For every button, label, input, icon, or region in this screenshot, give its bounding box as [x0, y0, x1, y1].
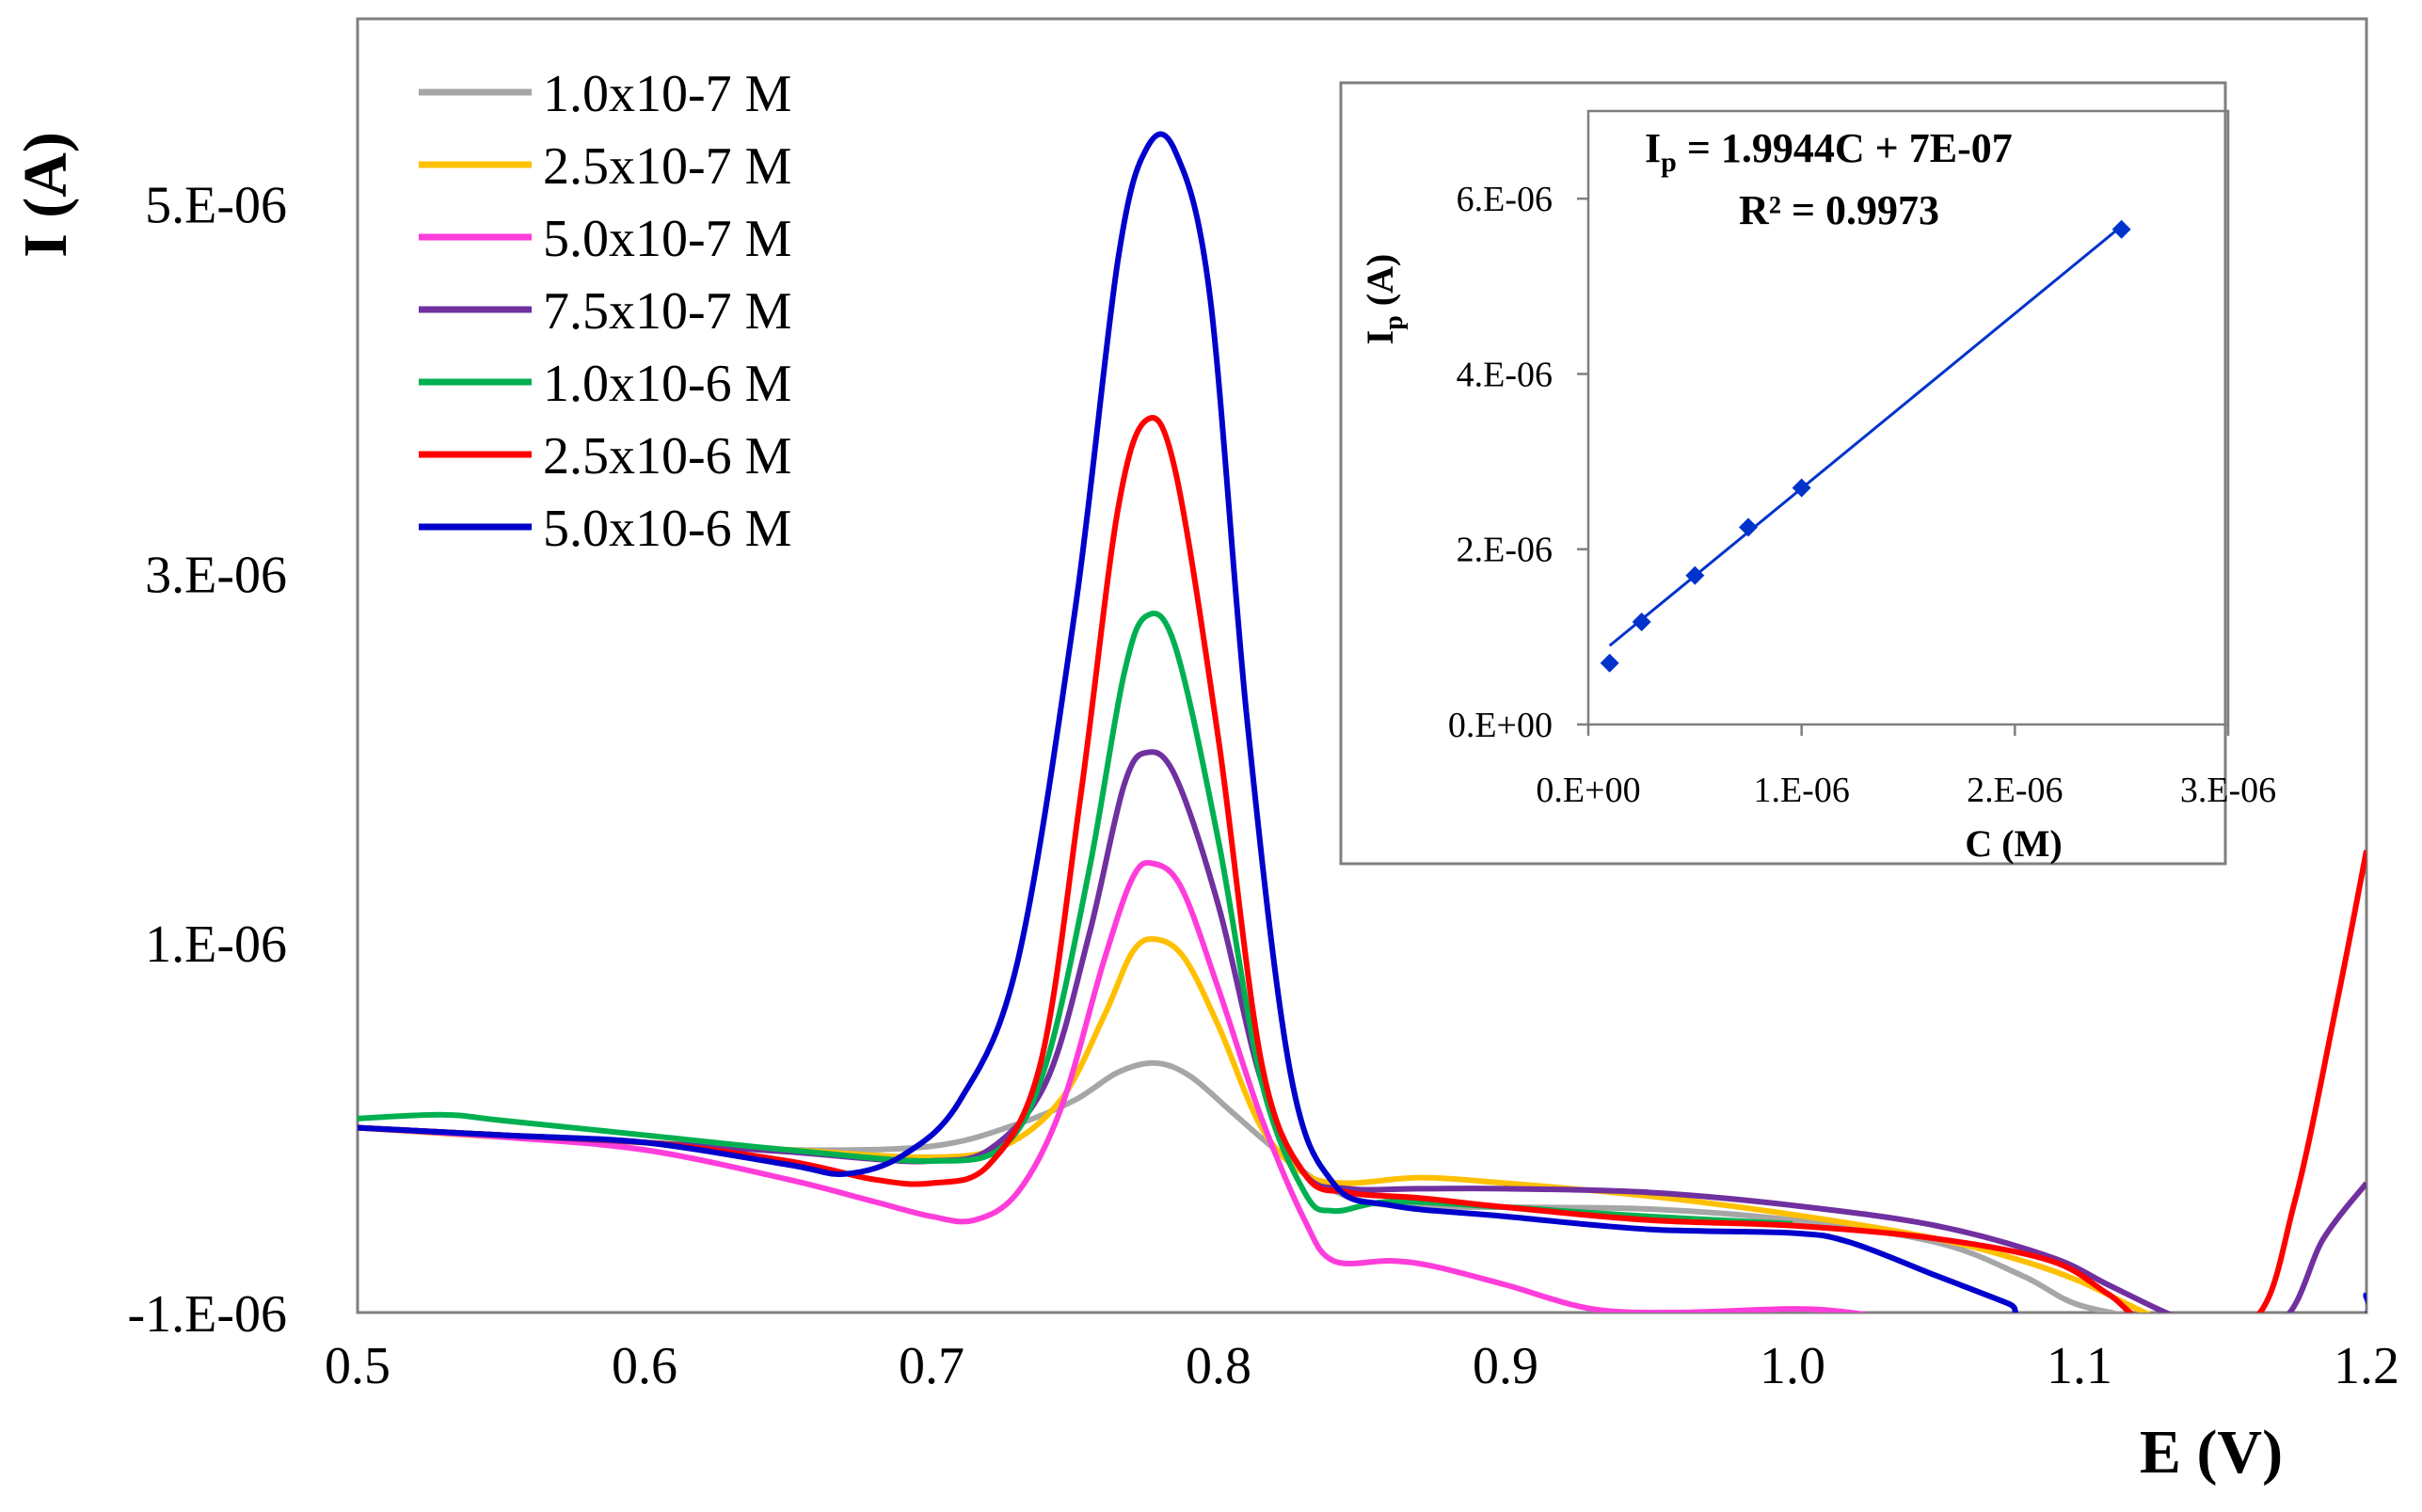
legend-label: 2.5x10-7 M	[543, 137, 791, 196]
legend-label: 2.5x10-6 M	[543, 427, 791, 485]
legend-item-5-0x10-6-m: 5.0x10-6 M	[419, 500, 791, 558]
main-plot: 0.5 0.6 0.7 0.8 0.9 1.0 1.1 1.2 -1.E-06 1.E-06 3.…	[11, 17, 2399, 1487]
inset-plot-frame	[1586, 109, 2230, 726]
inset-data-point	[1685, 565, 1705, 585]
legend-item-2-5x10-6-m: 2.5x10-6 M	[419, 427, 791, 485]
inset-data-point	[2111, 219, 2131, 239]
inset-data-point	[1600, 653, 1619, 673]
series-line-2-5x10-6-m	[358, 415, 2366, 1313]
x-tick-label: 0.7	[899, 1337, 964, 1395]
inset-x-tick-label: 2.E-06	[1967, 771, 2063, 810]
inset-x-tick-label: 1.E-06	[1753, 771, 1849, 810]
y-tick-label: 1.E-06	[145, 915, 287, 974]
inset-y-tick-labels: 0.E+00 2.E-06 4.E-06 6.E-06	[1448, 180, 1553, 745]
x-tick-label: 0.9	[1473, 1337, 1538, 1395]
legend: 1.0x10-7 M 2.5x10-7 M 5.0x10-7 M 7.5x10-7 M…	[419, 65, 791, 558]
legend-label: 5.0x10-6 M	[543, 500, 791, 558]
series-line-2-5x10-7-m	[358, 935, 2152, 1313]
main-series-group	[358, 131, 2366, 1313]
x-tick-label: 1.1	[2047, 1337, 2112, 1395]
inset-calibration-plot: 0.E+00 1.E-06 2.E-06 3.E-06 0.E+00 2.E-06 4.E…	[1339, 81, 2276, 866]
inset-axes	[1577, 109, 2230, 736]
main-y-tick-labels: -1.E-06 1.E-06 3.E-06 5.E-06	[127, 176, 287, 1344]
main-x-axis-label: E (V)	[2140, 1418, 2283, 1487]
inset-y-tick-label: 6.E-06	[1457, 180, 1553, 219]
y-tick-label: 5.E-06	[145, 176, 287, 234]
y-tick-label: 3.E-06	[145, 546, 287, 604]
series-line-1-0x10-6-m	[358, 611, 1793, 1227]
inset-equation: Ip = 1.9944C + 7E-07	[1645, 125, 2013, 178]
legend-label: 5.0x10-7 M	[543, 210, 791, 268]
main-y-axis-label: I (A)	[11, 132, 80, 258]
main-plot-frame	[356, 17, 2368, 1314]
x-tick-label: 1.0	[1760, 1337, 1825, 1395]
inset-data-point	[1632, 613, 1651, 632]
inset-y-tick-label: 4.E-06	[1457, 355, 1553, 394]
main-x-tick-labels: 0.5 0.6 0.7 0.8 0.9 1.0 1.1 1.2	[325, 1337, 2399, 1395]
legend-item-2-5x10-7-m: 2.5x10-7 M	[419, 137, 791, 196]
inset-panel-border	[1339, 81, 2227, 866]
legend-label: 7.5x10-7 M	[543, 282, 791, 341]
inset-x-axis-label: C (M)	[1965, 822, 2062, 865]
legend-item-7-5x10-7-m: 7.5x10-7 M	[419, 282, 791, 341]
inset-data-point	[1792, 478, 1811, 498]
inset-x-tick-label: 3.E-06	[2180, 771, 2276, 810]
inset-data-point	[1739, 517, 1758, 537]
series-line-5-0x10-7-m	[358, 860, 1871, 1313]
inset-x-tick-labels: 0.E+00 1.E-06 2.E-06 3.E-06	[1536, 771, 2276, 810]
inset-y-tick-label: 2.E-06	[1457, 531, 1553, 570]
legend-item-1-0x10-7-m: 1.0x10-7 M	[419, 65, 791, 123]
x-tick-label: 1.2	[2334, 1337, 2399, 1395]
legend-label: 1.0x10-6 M	[543, 355, 791, 413]
inset-x-tick-label: 0.E+00	[1536, 771, 1640, 810]
legend-label: 1.0x10-7 M	[543, 65, 791, 123]
x-tick-label: 0.5	[325, 1337, 390, 1395]
inset-r-squared: R² = 0.9973	[1739, 187, 1939, 233]
inset-y-axis-label: Ip (A)	[1359, 254, 1409, 345]
y-tick-label: -1.E-06	[127, 1285, 287, 1344]
series-line-5-0x10-6-m	[358, 131, 2366, 1313]
legend-item-5-0x10-7-m: 5.0x10-7 M	[419, 210, 791, 268]
inset-points-group	[1600, 219, 2131, 673]
legend-item-1-0x10-6-m: 1.0x10-6 M	[419, 355, 791, 413]
inset-y-tick-label: 0.E+00	[1448, 706, 1553, 745]
x-tick-label: 0.8	[1186, 1337, 1251, 1395]
series-line-1-0x10-7-m	[358, 1059, 2127, 1313]
x-tick-label: 0.6	[612, 1337, 677, 1395]
